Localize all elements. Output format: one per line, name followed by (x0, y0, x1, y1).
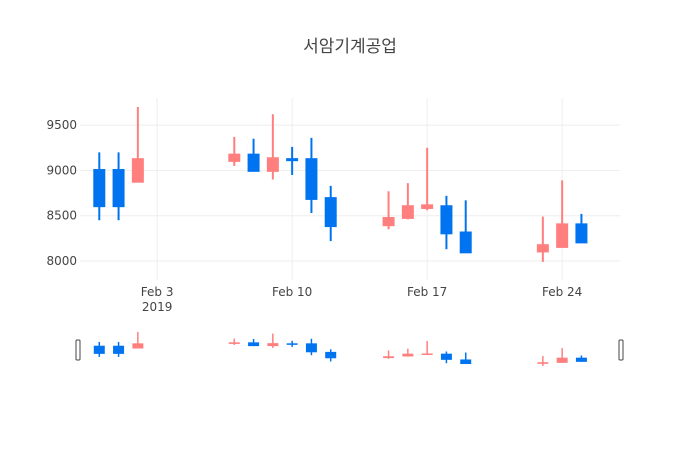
candle-body (459, 231, 472, 254)
candle[interactable] (556, 180, 569, 248)
slider-candle-body (248, 342, 260, 347)
candle-body (575, 223, 588, 244)
y-tick-label: 8000 (46, 254, 77, 268)
y-tick-label: 9000 (46, 163, 77, 177)
slider-candle-body (537, 362, 549, 364)
slider-candle-body (440, 353, 452, 360)
slider-candle (402, 348, 414, 357)
slider-candle-body (460, 359, 472, 365)
x-tick-label: Feb 24 (542, 285, 582, 299)
slider-candle (575, 355, 587, 362)
slider-candle (556, 348, 568, 363)
candle[interactable] (440, 195, 453, 250)
slider-candle (248, 338, 260, 347)
candle-body (382, 217, 395, 227)
candle[interactable] (575, 213, 588, 244)
slider-candle-body (113, 345, 125, 354)
candle-body (556, 223, 569, 248)
slider-candle-body (132, 343, 144, 349)
candle-body (286, 158, 299, 162)
slider-candle-body (93, 345, 105, 354)
candle[interactable] (112, 152, 125, 221)
slider-candle-body (325, 351, 337, 359)
slider-candle (228, 338, 240, 345)
slider-candle (305, 338, 317, 356)
candle[interactable] (131, 107, 144, 183)
y-tick-label: 9500 (46, 118, 77, 132)
candle-body (401, 205, 414, 219)
candle[interactable] (459, 200, 472, 254)
candle[interactable] (266, 114, 279, 180)
x-tick-label: Feb 10 (272, 285, 312, 299)
candle[interactable] (421, 147, 434, 211)
slider-candle (286, 340, 298, 347)
slider-candle-body (421, 353, 433, 355)
slider-candle (113, 341, 125, 357)
candle[interactable] (228, 136, 241, 166)
x-tick-label: Feb 3 (141, 285, 174, 299)
slider-candle-body (556, 357, 568, 363)
slider-candle-body (228, 342, 240, 344)
slider-candle-body (305, 343, 317, 353)
slider-candle (460, 352, 472, 365)
candle[interactable] (536, 216, 549, 262)
x-tick-year-label: 2019 (142, 300, 173, 314)
candle[interactable] (382, 191, 395, 230)
slider-right-handle[interactable] (618, 339, 624, 361)
candle-body (131, 158, 144, 183)
slider-candle (267, 333, 279, 348)
slider-candle (93, 341, 105, 357)
slider-candle-body (267, 343, 279, 347)
candle[interactable] (401, 183, 414, 220)
candle-body (266, 157, 279, 172)
slider-candle (132, 331, 144, 349)
slider-candle (537, 356, 549, 367)
candle-body (228, 153, 241, 162)
candle-layer[interactable] (93, 107, 588, 262)
candle-body (93, 169, 106, 208)
slider-candle-body (383, 356, 395, 359)
candle-body (421, 204, 434, 209)
slider-candle-body (575, 357, 587, 362)
slider-candle (325, 349, 337, 362)
candle[interactable] (305, 137, 318, 213)
slider-candle (421, 340, 433, 355)
candle-body (324, 197, 337, 228)
slider-candle-body (286, 343, 298, 345)
slider-candle (383, 350, 395, 359)
slider-candle-body (402, 353, 414, 357)
candle[interactable] (286, 146, 299, 175)
candle-body (440, 205, 453, 235)
candle-body (305, 158, 318, 200)
candle-body (112, 169, 125, 208)
candle-body (536, 244, 549, 253)
candle[interactable] (93, 152, 106, 221)
slider-left-handle[interactable] (75, 339, 81, 361)
chart-title: 서암기계공업 (303, 37, 397, 57)
x-tick-label: Feb 17 (407, 285, 447, 299)
y-tick-label: 8500 (46, 209, 77, 223)
candle[interactable] (247, 138, 260, 172)
candle-body (247, 153, 260, 172)
slider-candle (440, 351, 452, 364)
candle[interactable] (324, 185, 337, 242)
grid-layer (80, 98, 620, 280)
range-slider[interactable] (75, 331, 624, 367)
